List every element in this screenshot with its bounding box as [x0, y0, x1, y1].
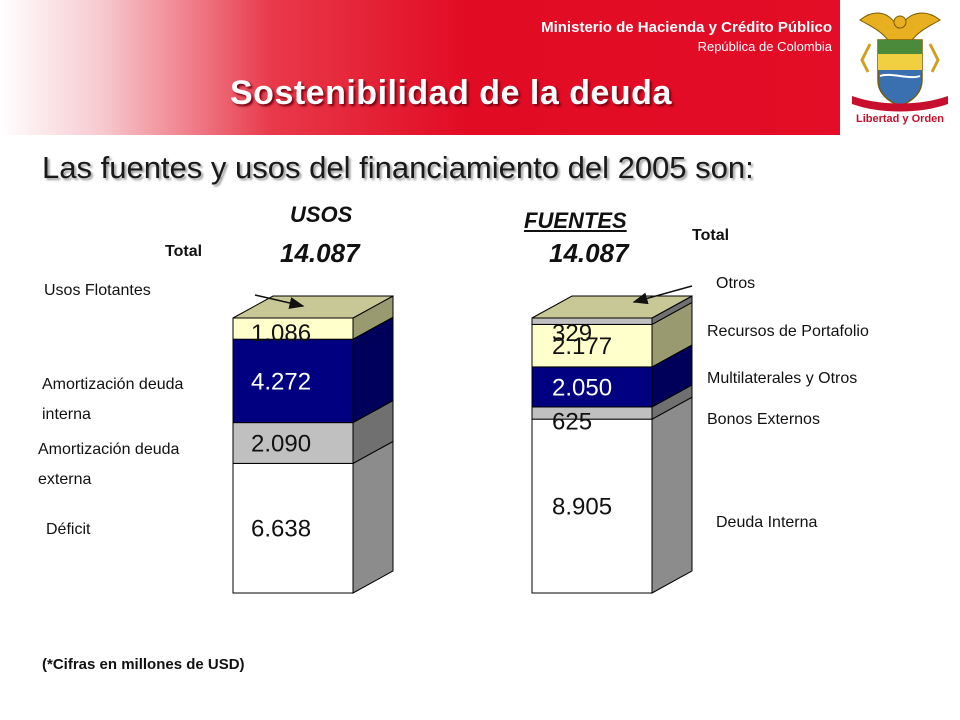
fuentes-bar-side-deuda-interna	[651, 396, 693, 594]
fuentes-bar-segment-multilaterales-y-otros	[531, 366, 653, 408]
usos-label-amort-externa-l1: Amortización deuda	[38, 441, 180, 458]
usos-bar-top-face	[232, 295, 394, 319]
motto-ribbon	[852, 96, 948, 112]
header-banner	[0, 0, 850, 135]
fuentes-value-label-recursos-de-portafolio: 2.177	[552, 333, 612, 360]
usos-label-deficit: Déficit	[46, 521, 91, 538]
fuentes-total-label: Total	[692, 227, 730, 244]
usos-value-label-amortizacion-deuda-interna: 4.272	[251, 368, 311, 395]
usos-heading: USOS	[290, 202, 353, 227]
ministry-name: Ministerio de Hacienda y Crédito Público	[541, 19, 832, 36]
motto-text: Libertad y Orden	[856, 113, 944, 125]
condor-icon	[859, 12, 941, 41]
usos-label-usos-flotantes: Usos Flotantes	[44, 282, 151, 299]
fuentes-heading: FUENTES	[524, 208, 627, 233]
fuentes-value-label-otros: 329	[552, 320, 592, 347]
footnote: (*Cifras en millones de USD)	[42, 656, 245, 673]
fuentes-value-label-bonos-externos: 625	[552, 409, 592, 436]
fuentes-bar-segment-deuda-interna	[531, 418, 653, 594]
usos-value-label-amortizacion-deuda-externa: 2.090	[251, 430, 311, 457]
usos-value-label-usos-flotantes: 1.086	[251, 320, 311, 347]
usos-label-amort-externa-l2: externa	[38, 471, 92, 488]
coat-of-arms-logo: Libertad y Orden	[840, 0, 960, 135]
usos-bar-segment-amortizacion-deuda-externa	[232, 422, 354, 464]
fuentes-bar-segment-recursos-de-portafolio	[531, 323, 653, 368]
fuentes-label-otros: Otros	[716, 275, 756, 292]
usos-flotantes-arrow	[254, 294, 305, 309]
page-title: Sostenibilidad de la deuda	[230, 74, 672, 112]
otros-arrow	[632, 285, 693, 305]
usos-bar-segment-amortizacion-deuda-interna	[232, 338, 354, 424]
usos-label-amort-interna-l1: Amortización deuda	[42, 376, 184, 393]
usos-total-label: Total	[165, 243, 203, 260]
shield-icon	[877, 39, 923, 107]
fuentes-value-label-deuda-interna: 8.905	[552, 493, 612, 520]
fuentes-value-label-multilaterales-y-otros: 2.050	[552, 374, 612, 401]
country-name: República de Colombia	[697, 39, 832, 54]
ministry-block: Ministerio de Hacienda y Crédito Público…	[541, 18, 832, 56]
slide-subtitle: Las fuentes y usos del financiamiento de…	[42, 150, 754, 185]
fuentes-label-multilaterales: Multilaterales y Otros	[707, 370, 858, 387]
usos-label-amort-interna-l2: interna	[42, 406, 91, 423]
fuentes-label-recursos-portafolio: Recursos de Portafolio	[707, 323, 869, 340]
usos-value-label-deficit: 6.638	[251, 516, 311, 543]
fuentes-label-deuda-interna: Deuda Interna	[716, 514, 818, 531]
fuentes-bar-top-face	[531, 295, 693, 319]
usos-total-value: 14.087	[280, 238, 360, 268]
fuentes-total-value: 14.087	[549, 238, 629, 268]
usos-bar-side-deficit	[352, 440, 394, 594]
fuentes-label-bonos-externos: Bonos Externos	[707, 411, 820, 428]
flag-icon	[860, 43, 940, 73]
usos-bar-segment-deficit	[232, 462, 354, 594]
